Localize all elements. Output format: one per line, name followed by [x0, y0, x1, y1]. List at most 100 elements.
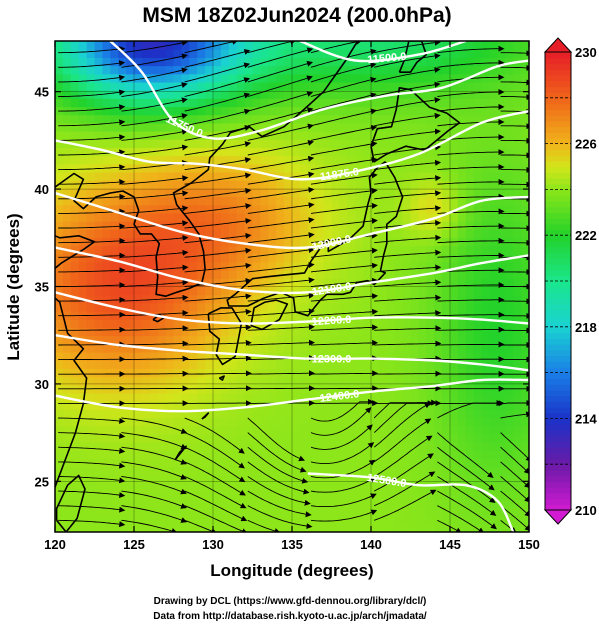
field-cell [244, 515, 254, 525]
field-cell [481, 171, 491, 181]
field-cell [347, 90, 356, 99]
field-cell [165, 450, 175, 459]
field-cell [363, 98, 372, 108]
field-cell [55, 57, 64, 67]
field-cell [299, 278, 309, 288]
field-cell [260, 466, 269, 476]
field-cell [426, 212, 435, 222]
field-cell [331, 204, 340, 214]
streamline [374, 370, 442, 377]
field-cell [173, 474, 182, 484]
field-cell [189, 73, 198, 83]
field-cell [473, 401, 483, 410]
field-cell [228, 368, 238, 378]
field-cell [521, 417, 529, 427]
field-cell [457, 204, 467, 214]
field-cell [521, 441, 529, 451]
field-cell [189, 261, 198, 271]
field-cell [371, 343, 380, 353]
field-cell [307, 270, 317, 279]
field-cell [118, 229, 127, 238]
field-cell [236, 65, 246, 75]
field-cell [418, 401, 427, 410]
field-cell [157, 392, 167, 402]
field-cell [355, 212, 364, 222]
field-cell [323, 450, 333, 459]
colorbar-cell [545, 109, 571, 116]
field-cell [228, 515, 238, 525]
field-cell [481, 147, 491, 157]
field-cell [276, 507, 285, 517]
field-cell [426, 302, 435, 312]
field-cell [165, 147, 175, 157]
field-cell [86, 351, 96, 361]
field-cell [94, 294, 103, 304]
field-cell [402, 229, 412, 238]
field-cell [418, 319, 427, 329]
field-cell [450, 401, 459, 410]
field-cell [450, 515, 459, 525]
field-cell [426, 433, 435, 443]
field-cell [307, 441, 317, 451]
field-cell [165, 302, 175, 312]
field-cell [378, 188, 388, 198]
field-cell [149, 163, 159, 173]
field-cell [299, 212, 309, 222]
field-cell [299, 188, 309, 198]
field-cell [315, 73, 325, 83]
field-cell [205, 392, 214, 402]
streamline [247, 417, 305, 462]
field-cell [292, 417, 301, 427]
field-cell [473, 65, 483, 75]
field-cell [149, 229, 159, 238]
field-cell [489, 425, 498, 435]
field-cell [473, 319, 483, 329]
field-cell [371, 523, 380, 532]
field-cell [481, 90, 491, 99]
field-cell [78, 425, 88, 435]
field-cell [434, 204, 443, 214]
field-cell [228, 139, 238, 148]
field-cell [228, 343, 238, 353]
field-cell [189, 441, 198, 451]
field-cell [513, 114, 522, 124]
field-cell [181, 114, 190, 124]
field-cell [110, 409, 119, 419]
field-cell [284, 212, 293, 222]
field-cell [173, 311, 182, 320]
field-cell [394, 302, 404, 312]
field-cell [134, 131, 143, 140]
colorbar-tick-label: 230 [575, 45, 597, 60]
streamline [310, 442, 375, 465]
streamline [247, 277, 315, 287]
field-cell [418, 335, 427, 345]
field-cell [307, 343, 317, 353]
field-cell [118, 302, 127, 312]
field-cell [181, 523, 190, 532]
field-cell [292, 409, 301, 419]
field-cell [205, 441, 214, 451]
colorbar-cell [545, 218, 571, 225]
field-cell [489, 73, 498, 83]
field-cell [418, 180, 427, 189]
field-cell [205, 253, 214, 263]
field-cell [244, 270, 254, 279]
field-cell [442, 507, 451, 517]
field-cell [426, 523, 435, 532]
field-cell [402, 49, 412, 58]
field-cell [426, 49, 435, 58]
field-cell [347, 311, 356, 320]
field-cell [315, 245, 325, 255]
streamline [121, 325, 189, 332]
field-cell [450, 343, 459, 353]
field-cell [489, 90, 498, 99]
field-cell [134, 245, 143, 255]
field-cell [410, 466, 419, 476]
field-cell [220, 507, 230, 517]
field-cell [94, 286, 103, 296]
field-cell [102, 458, 111, 468]
field-cell [442, 327, 451, 337]
field-cell [228, 98, 238, 108]
field-cell [94, 499, 103, 509]
field-cell [450, 49, 459, 58]
